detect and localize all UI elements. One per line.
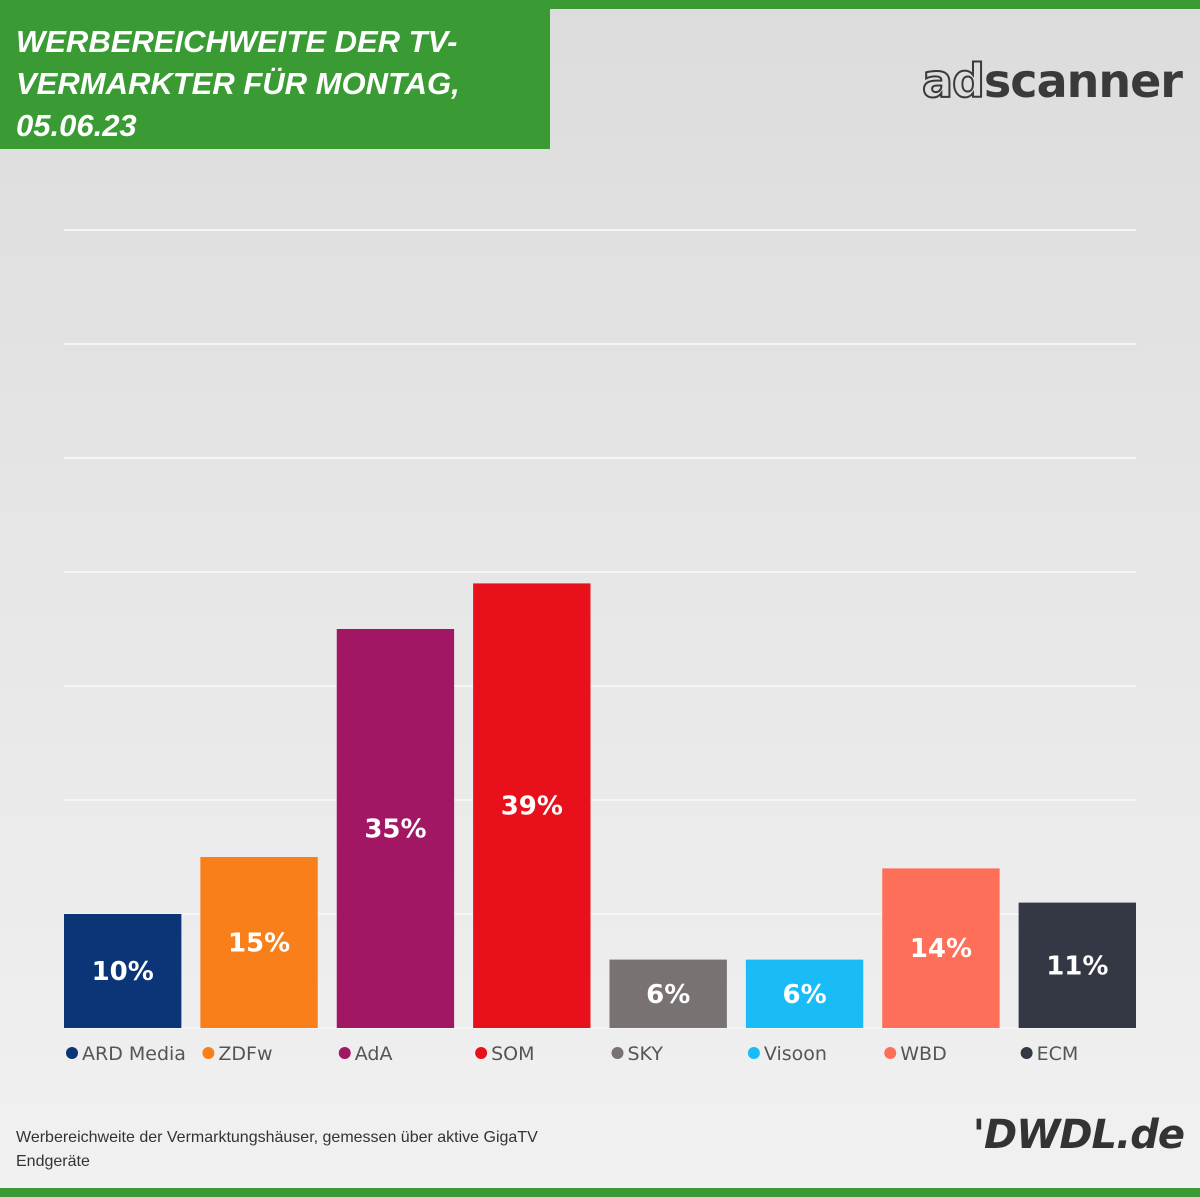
- title-banner: WERBEREICHWEITE DER TV- VERMARKTER FÜR M…: [0, 9, 550, 149]
- bar-value-label: 35%: [364, 815, 426, 845]
- bar-ecm: [1018, 902, 1136, 1028]
- footnote: Werbereichweite der Vermarktungshäuser, …: [16, 1129, 538, 1170]
- bar-value-label: 11%: [1046, 951, 1108, 981]
- legend-marker: [475, 1047, 488, 1059]
- bar-zdfw: [200, 857, 318, 1028]
- adscanner-logo-ad: ad: [921, 53, 986, 109]
- bar-value-label: 39%: [501, 792, 563, 822]
- bar-visoon: [745, 959, 864, 1028]
- legend-marker: [338, 1047, 351, 1059]
- bar-value-label: 14%: [910, 934, 972, 964]
- legend-label: SKY: [628, 1043, 664, 1065]
- legend-marker: [1020, 1047, 1033, 1059]
- legend-marker: [611, 1047, 624, 1059]
- bar-value-label: 6%: [646, 980, 690, 1010]
- bar-wbd: [882, 868, 1000, 1028]
- bar-value-label: 10%: [92, 957, 154, 987]
- legend-marker: [202, 1047, 215, 1059]
- legend-label: ECM: [1037, 1043, 1079, 1065]
- adscanner-logo: adscanner: [921, 53, 1183, 109]
- bar-som: [473, 583, 591, 1028]
- chart-title: WERBEREICHWEITE DER TV- VERMARKTER FÜR M…: [16, 24, 460, 143]
- legend-label: Visoon: [764, 1043, 827, 1065]
- bar-value-label: 6%: [782, 980, 826, 1010]
- legend-label: ZDFw: [218, 1043, 272, 1065]
- bar-ada: [336, 629, 455, 1028]
- legend-marker: [66, 1047, 78, 1059]
- legend-label: AdA: [355, 1043, 393, 1065]
- legend-label: ARD Media: [82, 1043, 186, 1065]
- bars: [64, 583, 1136, 1028]
- legend-marker: [747, 1047, 760, 1059]
- legend-label: WBD: [900, 1043, 946, 1065]
- dwdl-logo: 'DWDL.de: [972, 1112, 1185, 1158]
- bottom-accent-bar: [0, 1188, 1200, 1197]
- legend-label: SOM: [491, 1043, 534, 1065]
- bar-value-label: 15%: [228, 929, 290, 959]
- legend: ARD Media ZDFw AdA SOM SKY Visoon WBD ECM: [66, 1043, 1078, 1065]
- bar-value-labels: 10% 15% 35% 39% 6% 6% 14% 11%: [92, 792, 1109, 1010]
- bar-ard-media: [64, 914, 182, 1028]
- adscanner-logo-scanner: scanner: [983, 54, 1183, 108]
- legend-marker: [884, 1047, 897, 1059]
- top-accent-bar: [0, 0, 1200, 9]
- bar-sky: [609, 959, 727, 1028]
